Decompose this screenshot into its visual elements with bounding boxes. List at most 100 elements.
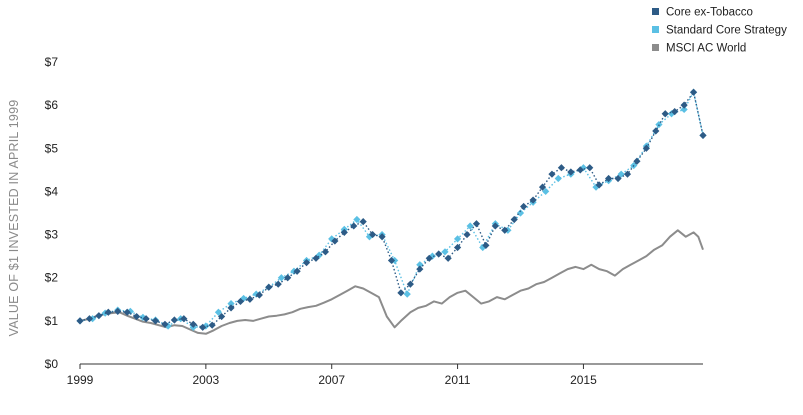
y-tick-label: $0 (45, 357, 59, 371)
data-point-marker (265, 283, 273, 291)
data-point-marker (425, 254, 433, 262)
data-point-marker (277, 274, 285, 282)
data-point-marker (139, 313, 147, 322)
plot-area (76, 88, 707, 335)
data-point-marker (284, 274, 292, 282)
x-tick-label: 2011 (445, 373, 471, 387)
data-point-marker (246, 295, 254, 303)
y-tick-label: $6 (45, 98, 59, 112)
data-point-marker (76, 317, 84, 325)
data-point-marker (321, 248, 330, 256)
data-point-marker (369, 230, 377, 239)
data-point-marker (482, 241, 490, 249)
data-point-marker (633, 157, 641, 165)
data-point-marker (406, 280, 414, 288)
data-point-marker (614, 174, 622, 183)
y-tick-label: $7 (45, 55, 59, 69)
legend-label: MSCI AC World (666, 43, 746, 55)
data-point-marker (642, 144, 650, 152)
data-point-marker (554, 174, 562, 183)
data-point-marker (236, 297, 245, 306)
data-point-marker (453, 243, 462, 252)
data-point-marker (378, 233, 386, 241)
data-point-marker (548, 170, 556, 178)
data-point-marker (501, 226, 509, 234)
data-point-marker (353, 215, 361, 224)
data-point-marker (444, 254, 452, 262)
data-point-marker (387, 256, 396, 265)
data-point-marker (340, 228, 348, 237)
y-tick-label: $1 (45, 314, 59, 328)
data-point-marker (315, 251, 323, 259)
data-point-marker (680, 101, 688, 109)
x-axis-ticks: 1999 2003 2007 2011 2015 (67, 364, 597, 387)
data-point-marker (699, 131, 707, 139)
legend-swatch (652, 8, 659, 15)
data-point-marker (529, 196, 537, 204)
data-point-marker (453, 235, 462, 243)
data-point-marker (85, 315, 94, 323)
x-tick-label: 2003 (193, 373, 220, 387)
data-point-marker (576, 166, 584, 174)
data-point-marker (170, 316, 178, 324)
data-point-marker (189, 320, 197, 328)
data-point-marker (463, 230, 471, 239)
data-point-marker (510, 215, 518, 224)
data-point-marker (331, 237, 339, 245)
data-point-marker (151, 317, 160, 325)
y-tick-label: $5 (45, 141, 59, 155)
series-line (79, 90, 704, 329)
data-point-marker (441, 248, 449, 256)
data-point-marker (123, 308, 131, 316)
data-point-marker (416, 265, 424, 273)
data-point-marker (479, 243, 487, 252)
legend-swatch (652, 26, 659, 33)
data-point-marker (472, 220, 481, 228)
data-point-marker (208, 321, 216, 329)
data-point-marker (652, 127, 660, 135)
data-point-marker (520, 202, 528, 211)
data-point-marker (661, 110, 669, 118)
data-point-marker (567, 168, 575, 176)
data-point-marker (161, 320, 169, 328)
data-point-marker (202, 322, 210, 330)
data-point-marker (605, 174, 613, 183)
legend-label: Core ex-Tobacco (666, 7, 753, 19)
legend-swatch (652, 44, 659, 51)
y-tick-label: $4 (45, 184, 59, 198)
data-point-marker (293, 267, 301, 275)
data-point-marker (302, 259, 311, 267)
series-standard-core-strategy (76, 88, 707, 331)
series-line (79, 90, 704, 329)
data-point-marker (689, 88, 698, 96)
data-point-marker (595, 181, 603, 189)
data-point-marker (274, 280, 282, 288)
x-tick-label: 2007 (318, 373, 345, 387)
series-msci-ac-world (79, 229, 704, 335)
data-point-marker (114, 307, 122, 315)
data-point-marker (227, 300, 235, 308)
legend-label: Standard Core Strategy (666, 25, 787, 37)
data-point-marker (542, 187, 550, 196)
data-point-marker (227, 304, 235, 312)
data-point-marker (403, 290, 411, 298)
data-point-marker (680, 105, 688, 114)
data-point-marker (623, 170, 632, 178)
data-point-marker (350, 222, 358, 230)
data-point-marker (359, 218, 367, 226)
data-point-marker (199, 323, 207, 331)
data-point-marker (416, 261, 424, 269)
data-point-marker (491, 222, 499, 230)
data-point-marker (95, 312, 103, 320)
y-axis-title: VALUE OF $1 INVESTED IN APRIL 1999 (7, 100, 21, 337)
data-point-marker (557, 164, 566, 172)
data-point-marker (104, 308, 112, 316)
data-point-marker (180, 315, 188, 323)
data-point-marker (255, 291, 263, 299)
data-point-marker (586, 164, 594, 172)
series-line (79, 229, 704, 335)
data-point-marker (516, 209, 525, 217)
series-core-ex-tobacco (76, 88, 707, 331)
data-point-marker (217, 312, 226, 321)
